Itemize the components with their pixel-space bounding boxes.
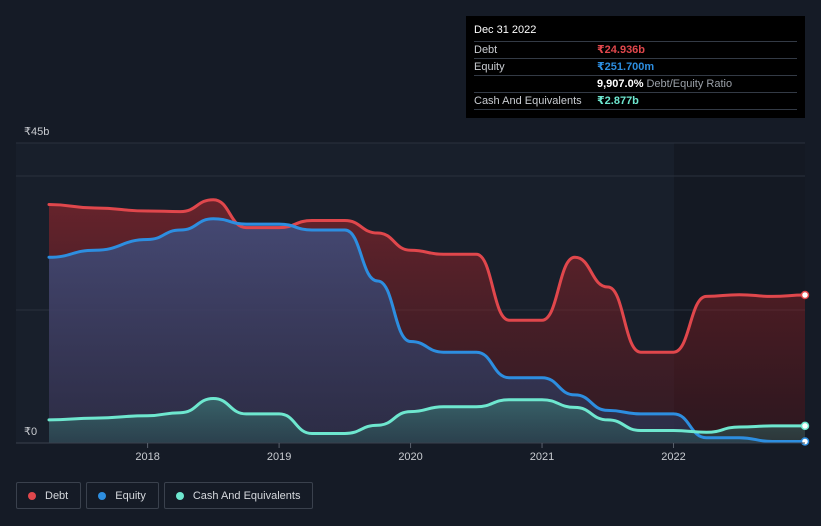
legend-item-debt[interactable]: Debt — [16, 482, 82, 509]
x-tick-label: 2020 — [398, 451, 422, 463]
y-tick-label-max: ₹45b — [24, 126, 49, 138]
legend-debt-label: Debt — [45, 489, 69, 502]
tooltip-row-cash: Cash And Equivalents ₹2.877b — [474, 92, 797, 110]
tooltip-ratio-value: 9,907.0% — [597, 78, 644, 90]
tooltip-row-debt: Debt ₹24.936b — [474, 41, 797, 58]
y-axis: ₹45b ₹0 — [24, 126, 49, 438]
x-tick-label: 2021 — [530, 451, 554, 463]
cash-area — [49, 398, 805, 443]
series-lines — [47, 198, 807, 443]
equity-endpoint — [800, 437, 810, 446]
equity-area — [49, 218, 805, 443]
series-areas — [49, 199, 805, 443]
x-tick-label: 2022 — [661, 451, 685, 463]
tooltip-debt-label: Debt — [474, 44, 498, 56]
legend-item-cash[interactable]: Cash And Equivalents — [163, 482, 314, 509]
legend-item-equity[interactable]: Equity — [86, 482, 159, 509]
cash-endpoint — [800, 421, 810, 431]
x-tick-label: 2019 — [267, 451, 291, 463]
x-tick-label: 2018 — [135, 451, 159, 463]
tooltip-row-ratio: 9,907.0% Debt/Equity Ratio — [474, 75, 797, 92]
cash-line — [47, 397, 807, 435]
tooltip: Dec 31 2022 Debt ₹24.936b Equity ₹251.70… — [466, 16, 805, 118]
tooltip-equity-label: Equity — [474, 61, 505, 73]
legend-equity-label: Equity — [115, 489, 146, 502]
cash-dot-icon — [175, 491, 184, 500]
tooltip-equity-value: ₹251.700m — [597, 61, 655, 73]
tooltip-date: Dec 31 2022 — [474, 24, 537, 36]
tooltip-ratio-label: Debt/Equity Ratio — [646, 78, 733, 90]
equity-line — [47, 217, 807, 443]
debt-endpoint — [800, 290, 810, 300]
debt-line — [47, 198, 807, 354]
tooltip-debt-value: ₹24.936b — [597, 44, 646, 56]
equity-dot-icon — [98, 491, 107, 500]
legend-cash-label: Cash And Equivalents — [192, 489, 301, 502]
legend: Debt Equity Cash And Equivalents — [16, 482, 314, 509]
debt-dot-icon — [28, 491, 36, 500]
tooltip-cash-label: Cash And Equivalents — [474, 95, 582, 107]
x-axis: 2018 2019 2020 2021 2022 — [16, 442, 805, 463]
y-tick-label-zero: ₹0 — [24, 426, 37, 438]
tooltip-row-equity: Equity ₹251.700m — [474, 58, 797, 75]
tooltip-cash-value: ₹2.877b — [597, 95, 639, 107]
